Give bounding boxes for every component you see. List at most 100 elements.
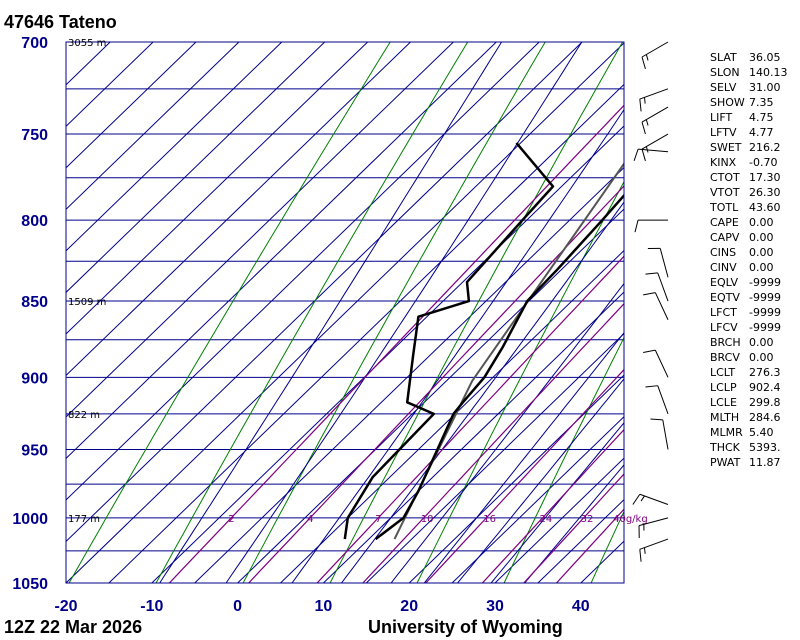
index-value: 11.87: [749, 456, 781, 469]
sounding-indices: SLAT 36.05 SLON 140.13 SELV 31.00 SHOW 7.35 LIFT…: [710, 50, 788, 470]
mixing-ratio-line: [555, 508, 624, 583]
wind-barb-staff: [659, 248, 669, 278]
index-name: SLON: [710, 66, 740, 79]
station-title: 47646 Tateno: [4, 12, 117, 32]
index-value: -9999: [749, 291, 781, 304]
index-value: 43.60: [749, 201, 781, 214]
pressure-tick-label: 900: [21, 370, 48, 387]
wind-barb: [638, 517, 669, 539]
index-row: BRCH 0.00: [710, 335, 788, 350]
wind-barb-staff: [654, 292, 669, 320]
index-name: CINS: [710, 246, 737, 259]
plot-frame: [65, 41, 625, 584]
wind-barb-feather: [641, 121, 646, 135]
index-value: 7.35: [749, 96, 774, 109]
index-row: KINX -0.70: [710, 155, 788, 170]
wind-barb-staff: [638, 148, 669, 153]
index-row: SLON 140.13: [710, 65, 788, 80]
wind-barb: [632, 493, 669, 505]
index-name: THCK: [710, 441, 740, 454]
isotherm-line: [66, 42, 583, 543]
dry-adiabat-line: [416, 180, 624, 583]
index-name: CAPV: [710, 231, 740, 244]
wind-barb-feather: [634, 220, 639, 233]
wind-barb-staff: [657, 385, 669, 415]
pressure-tick-label: 850: [21, 294, 48, 311]
index-value: 140.13: [749, 66, 788, 79]
index-row: LFCT -9999: [710, 305, 788, 320]
wind-barb-feather: [633, 148, 639, 161]
isotherm-line: [494, 457, 624, 583]
mixing-ratio-line: [481, 428, 624, 583]
index-row: VTOT 26.30: [710, 185, 788, 200]
index-name: EQLV: [710, 276, 739, 289]
wind-barb-feather: [643, 349, 656, 353]
wind-barb-staff: [654, 349, 669, 378]
dry-adiabat-line: [503, 336, 624, 583]
wind-barb-feather: [645, 146, 649, 153]
isotherm-line: [66, 42, 326, 294]
parcel-path: [393, 161, 624, 540]
index-value: 284.6: [749, 411, 781, 424]
index-row: CINS 0.00: [710, 245, 788, 260]
index-name: LCLP: [710, 381, 737, 394]
wind-barb: [641, 133, 669, 162]
wind-barb: [639, 538, 669, 562]
index-name: KINX: [710, 156, 737, 169]
wind-barb-feather: [650, 418, 663, 421]
isotherm-line: [66, 42, 411, 377]
index-name: SELV: [710, 81, 737, 94]
isotherm-line: [66, 42, 197, 169]
isotherm-line: [365, 332, 624, 583]
temperature-tick-label: 10: [315, 598, 333, 615]
index-name: MLMR: [710, 426, 743, 439]
wind-barb-feather: [645, 119, 649, 126]
mixing-ratio-line: [316, 255, 624, 583]
index-value: 0.00: [749, 261, 774, 274]
index-value: -9999: [749, 276, 781, 289]
mixing-ratio-label: 7: [375, 514, 381, 525]
wind-barb: [643, 349, 669, 378]
index-name: MLTH: [710, 411, 740, 424]
index-row: LCLT 276.3: [710, 365, 788, 380]
index-value: 0.00: [749, 231, 774, 244]
moist-adiabat-line: [340, 201, 624, 583]
moist-adiabat-line: [225, 42, 583, 583]
temperature-tick-label: -10: [140, 598, 163, 615]
index-value: 216.2: [749, 141, 781, 154]
index-value: 26.30: [749, 186, 781, 199]
dewpoint-profile: [343, 142, 555, 540]
index-value: 0.00: [749, 246, 774, 259]
index-row: CAPV 0.00: [710, 230, 788, 245]
isotherm-line: [66, 42, 624, 583]
index-row: MLMR 5.40: [710, 425, 788, 440]
index-name: SWET: [710, 141, 742, 154]
height-label: 3055 m: [68, 38, 106, 49]
pressure-tick-label: 700: [21, 35, 48, 52]
index-name: TOTL: [710, 201, 739, 214]
index-value: 902.4: [749, 381, 781, 394]
temperature-tick-label: 30: [486, 598, 504, 615]
isotherm-line: [66, 42, 283, 252]
index-name: EQTV: [710, 291, 740, 304]
index-name: CAPE: [710, 216, 739, 229]
moist-adiabat-line: [291, 108, 624, 583]
wind-barb: [641, 106, 669, 135]
temperature-profile: [374, 193, 624, 541]
index-value: 4.75: [749, 111, 774, 124]
index-value: 4.77: [749, 126, 774, 139]
index-name: LCLE: [710, 396, 737, 409]
temperature-tick-label: 40: [572, 598, 590, 615]
moist-adiabat-line: [390, 282, 624, 583]
mixing-ratio-line: [247, 185, 624, 583]
wind-barb-staff: [662, 419, 669, 450]
height-label: 1509 m: [68, 297, 106, 308]
pressure-tick-label: 1050: [12, 576, 48, 593]
height-label: 822 m: [68, 410, 100, 421]
wind-barb-feather: [643, 292, 656, 296]
wind-barb-feather: [632, 493, 641, 505]
wind-barb: [650, 418, 669, 450]
isotherm-line: [66, 42, 454, 418]
mixing-ratio-label: 10: [421, 514, 434, 525]
